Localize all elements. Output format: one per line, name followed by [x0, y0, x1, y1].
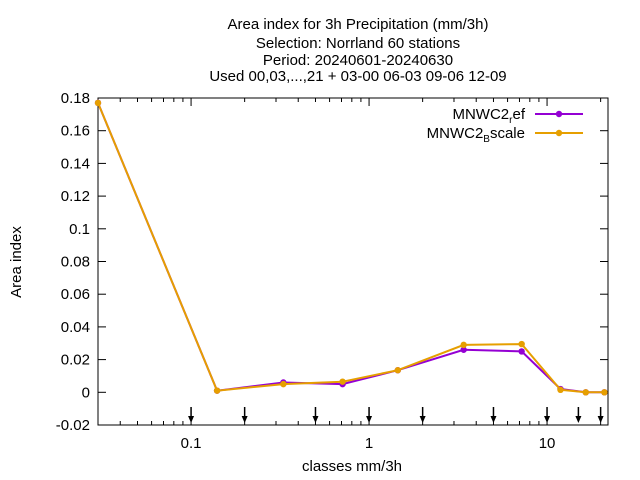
y-tick-label: 0.08 [61, 254, 90, 271]
title-line-2: Selection: Norrland 60 stations [256, 35, 460, 52]
data-point [280, 380, 287, 388]
data-point [460, 346, 467, 353]
legend-marker [555, 129, 563, 137]
data-point [460, 341, 467, 349]
plot-area-border [97, 97, 609, 426]
class-limit-arrowhead [490, 416, 497, 423]
chart-title: Area index for 3h Precipitation (mm/3h) … [209, 16, 506, 85]
y-axis-label: Area index [8, 226, 25, 298]
x-tick-label: 10 [539, 435, 556, 452]
series-line [97, 102, 605, 394]
legend-label: MNWC2ref [452, 106, 525, 126]
class-limit-arrowhead [366, 416, 373, 423]
class-limit-arrowhead [597, 416, 604, 423]
y-tick-label: 0.16 [61, 123, 90, 140]
data-point [518, 340, 525, 348]
y-tick-label: 0 [82, 384, 90, 401]
y-axis: -0.02 0 0.02 0.04 0.06 0.08 0.1 0.12 0.14 0.16 0.1… [56, 90, 608, 434]
data-point [582, 389, 589, 396]
class-limit-arrowhead [544, 416, 551, 423]
x-axis-label: classes mm/3h [302, 458, 402, 475]
data-point [339, 378, 346, 385]
legend-label: MNWC2Bscale [427, 125, 525, 145]
class-limit-arrowhead [188, 416, 195, 423]
series-line [97, 102, 605, 394]
y-tick-label: 0.14 [61, 155, 90, 172]
series-r [94, 99, 608, 396]
data-point [94, 99, 102, 107]
y-tick-label: -0.02 [56, 417, 90, 434]
data-point [601, 389, 608, 396]
y-tick-label: 0.18 [61, 90, 90, 107]
class-limit-arrowhead [312, 416, 319, 423]
y-tick-label: 0.02 [61, 352, 90, 369]
class-limit-markers [188, 407, 604, 423]
y-tick-label: 0.1 [69, 221, 90, 238]
title-line-4: Used 00,03,...,21 + 03-00 06-03 09-06 12… [209, 68, 506, 85]
y-tick-label: 0.12 [61, 188, 90, 205]
series-b [94, 99, 608, 396]
title-line-3: Period: 20240601-20240630 [263, 52, 453, 69]
x-axis: 0.1 1 10 [97, 98, 602, 452]
class-limit-arrowhead [575, 416, 582, 423]
data-point [213, 387, 221, 394]
data-point [518, 348, 525, 355]
data-point [394, 367, 401, 374]
title-line-1: Area index for 3h Precipitation (mm/3h) [228, 16, 489, 33]
class-limit-arrowhead [241, 416, 248, 423]
x-tick-label: 1 [365, 435, 373, 452]
x-tick-label: 0.1 [181, 435, 202, 452]
data-point [557, 386, 564, 394]
legend-marker [555, 110, 563, 118]
series-layer [94, 99, 608, 396]
class-limit-arrowhead [419, 416, 426, 423]
y-tick-label: 0.04 [61, 319, 90, 336]
y-tick-label: 0.06 [61, 286, 90, 303]
